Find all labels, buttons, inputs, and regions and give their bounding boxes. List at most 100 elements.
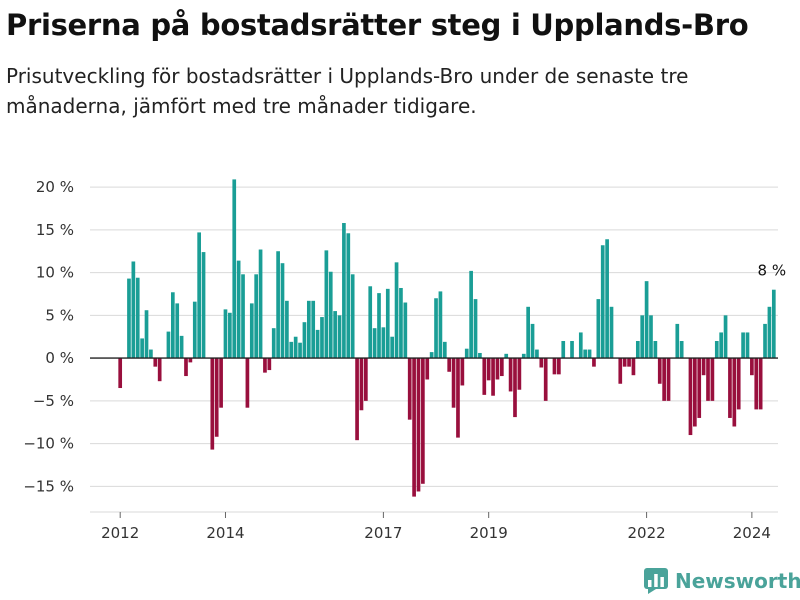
bar	[754, 358, 759, 410]
bar	[350, 274, 355, 359]
bar	[592, 358, 596, 367]
bar	[245, 358, 250, 408]
bar	[315, 329, 320, 359]
bar	[499, 358, 504, 377]
x-axis: 2012 2014 2017 2019 2022 2024	[101, 512, 771, 542]
bar	[622, 358, 627, 367]
bar	[675, 323, 680, 359]
bar	[736, 358, 741, 410]
bar	[131, 261, 136, 359]
bar	[644, 281, 649, 359]
bar	[451, 358, 456, 408]
y-axis-labels: 20 % 15 % 10 % 5 % 0 % −5 % −10 % −15 %	[23, 178, 74, 495]
bar	[504, 353, 509, 359]
y-tick-label: −10 %	[23, 435, 74, 453]
bar	[372, 328, 377, 359]
x-tick-label: 2014	[206, 524, 244, 542]
bar	[679, 341, 684, 359]
bar	[219, 358, 223, 408]
bar	[631, 358, 636, 376]
bar	[750, 358, 754, 376]
newsworthy-logo: Newsworthy	[644, 568, 800, 594]
bar	[535, 349, 539, 359]
bar	[298, 342, 302, 359]
bar	[543, 358, 548, 401]
bar	[258, 249, 263, 359]
bar	[596, 299, 601, 359]
bar	[771, 289, 776, 359]
bar	[179, 335, 184, 359]
bar	[385, 288, 390, 359]
bar	[763, 323, 767, 359]
x-tick-label: 2019	[470, 524, 508, 542]
bar	[210, 358, 215, 450]
bar	[197, 232, 201, 359]
bar	[166, 331, 171, 359]
bar	[513, 358, 517, 418]
bar	[157, 358, 162, 382]
bar	[271, 328, 276, 359]
bar	[508, 358, 513, 392]
bar	[447, 358, 452, 372]
bar	[285, 300, 289, 359]
bar	[557, 358, 561, 375]
bar-chart-logo-icon	[644, 568, 668, 594]
x-tick-label: 2024	[733, 524, 771, 542]
bar	[311, 300, 316, 359]
bar	[135, 277, 140, 359]
chart-title: Priserna på bostadsrätter steg i Uppland…	[6, 8, 749, 42]
bar	[324, 250, 329, 359]
bar	[412, 358, 416, 497]
bar	[355, 358, 359, 441]
bar	[486, 358, 491, 381]
bar	[517, 358, 522, 390]
bar	[609, 306, 614, 359]
bar	[438, 291, 443, 359]
bar	[188, 358, 193, 363]
bar	[254, 274, 259, 359]
x-tick-label: 2022	[627, 524, 665, 542]
bar	[214, 358, 219, 437]
bar	[201, 252, 206, 359]
brand-name: Newsworthy	[675, 569, 800, 593]
bar	[482, 358, 487, 395]
bar	[228, 312, 232, 359]
bar	[249, 303, 254, 359]
bar	[578, 332, 583, 359]
bar	[306, 300, 311, 359]
bar	[399, 287, 403, 359]
bar	[657, 358, 662, 384]
bar	[605, 239, 609, 359]
bar	[714, 341, 719, 359]
bar	[263, 358, 267, 373]
y-tick-label: 0 %	[45, 349, 74, 367]
bar	[407, 358, 412, 420]
bar	[403, 302, 408, 359]
bar	[640, 315, 645, 359]
bar	[583, 349, 588, 359]
bar	[381, 327, 386, 359]
bar	[236, 260, 241, 359]
bar	[723, 315, 728, 359]
bar	[328, 271, 333, 359]
bar	[232, 179, 237, 359]
bar	[745, 332, 750, 359]
bar	[394, 262, 399, 359]
bar	[728, 358, 732, 418]
bar	[153, 358, 158, 367]
bar	[175, 303, 180, 359]
bar	[127, 278, 131, 359]
bar	[539, 358, 544, 368]
bar	[530, 323, 535, 359]
bar	[478, 352, 482, 359]
y-tick-label: −5 %	[33, 392, 74, 410]
bar-chart: 20 %15 %10 %5 %0 %−5 %−10 %−15 % 2012 201…	[23, 178, 786, 542]
bar	[118, 358, 123, 389]
bar	[600, 245, 605, 359]
bar	[587, 349, 592, 359]
y-tick-label: 10 %	[36, 264, 74, 282]
y-tick-label: 5 %	[45, 306, 74, 324]
bar	[666, 358, 671, 401]
bar	[368, 286, 373, 359]
bar	[767, 306, 772, 359]
